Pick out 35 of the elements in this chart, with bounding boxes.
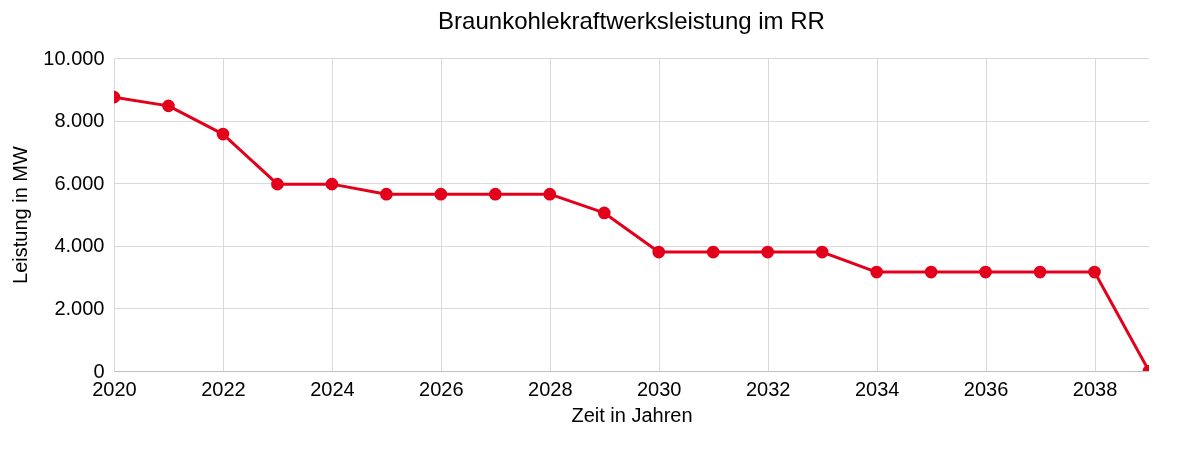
x-axis-title: Zeit in Jahren: [571, 403, 693, 426]
point: [1088, 265, 1101, 279]
x-tick-label: 2030: [636, 377, 682, 400]
x-tick-label: 2026: [419, 377, 464, 400]
point: [1033, 265, 1047, 279]
point: [870, 265, 883, 279]
point: [325, 177, 339, 191]
y-tick-label: 6.000: [54, 171, 105, 194]
point: [488, 187, 502, 201]
point: [979, 265, 992, 279]
point: [216, 127, 230, 141]
point: [652, 245, 666, 259]
point: [815, 245, 829, 259]
y-axis-title: Leistung in MW: [9, 145, 32, 284]
point: [271, 177, 284, 191]
y-tick-label: 8.000: [54, 109, 105, 132]
y-tick-label: 4.000: [54, 234, 105, 257]
x-tick-label: 2036: [963, 377, 1009, 400]
chart-title: Braunkohlekraftwerksleistung im RR: [438, 7, 825, 34]
point: [434, 187, 448, 201]
x-tick-label: 2034: [854, 377, 900, 400]
point: [597, 206, 611, 220]
x-tick-label: 2028: [528, 377, 573, 400]
y-tick-label: 2.000: [54, 296, 105, 319]
point: [380, 187, 393, 201]
x-tick-label: 2022: [201, 377, 246, 400]
x-tick-label: 2038: [1072, 377, 1118, 400]
x-tick-label: 2032: [745, 377, 791, 400]
x-tick-label: 2024: [310, 377, 355, 400]
point: [761, 245, 775, 259]
point: [706, 245, 720, 259]
point: [543, 187, 557, 201]
point: [162, 99, 175, 113]
point: [924, 265, 938, 279]
y-tick-label: 10.000: [43, 46, 105, 69]
